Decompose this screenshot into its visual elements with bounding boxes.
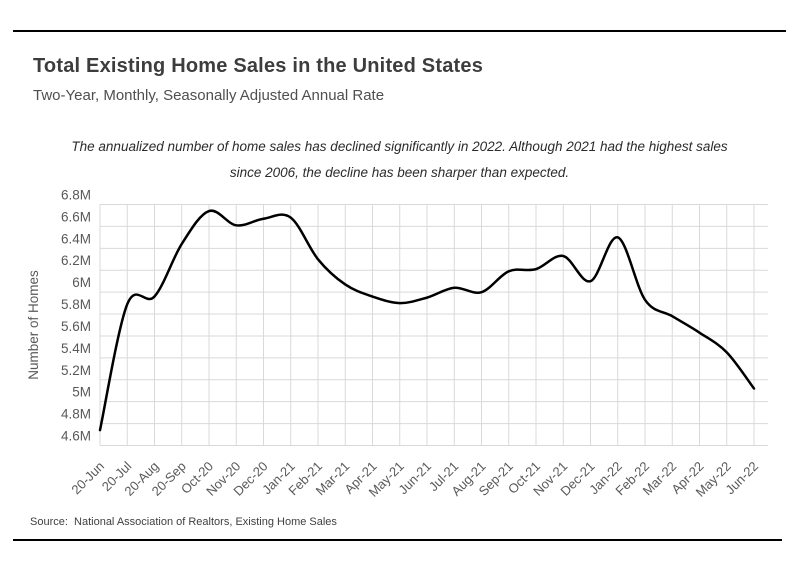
y-axis-tick-label: 6.8M [61,188,91,203]
y-axis-tick-label: 6.2M [61,253,91,268]
y-axis-title: Number of Homes [26,270,41,380]
chart-annotation: The annualized number of home sales has … [0,134,799,186]
y-axis-tick-label: 4.8M [61,407,91,422]
series-line [98,209,756,432]
y-axis-tick-label: 6.4M [61,231,91,246]
y-axis-tick-label: 5.2M [61,363,91,378]
top-divider [13,30,786,32]
y-axis-tick-label: 5.4M [61,341,91,356]
page-subtitle: Two-Year, Monthly, Seasonally Adjusted A… [33,87,385,104]
page-title: Total Existing Home Sales in the United … [33,55,484,77]
y-axis-tick-label: 5.8M [61,297,91,312]
y-axis-tick-label: 5M [72,385,91,400]
y-axis-tick-label: 6M [72,275,91,290]
bottom-divider [13,539,782,541]
chart-annotation-line-1: The annualized number of home sales has … [71,139,728,154]
y-axis-tick-label: 5.6M [61,319,91,334]
source-note: Source: National Association of Realtors… [30,516,337,528]
y-axis-tick-label: 4.6M [61,429,91,444]
x-axis-tick-label: 20-Jun [68,459,107,498]
chart-annotation-line-2: since 2006, the decline has been sharper… [229,165,570,180]
y-axis-tick-label: 6.6M [61,209,91,224]
